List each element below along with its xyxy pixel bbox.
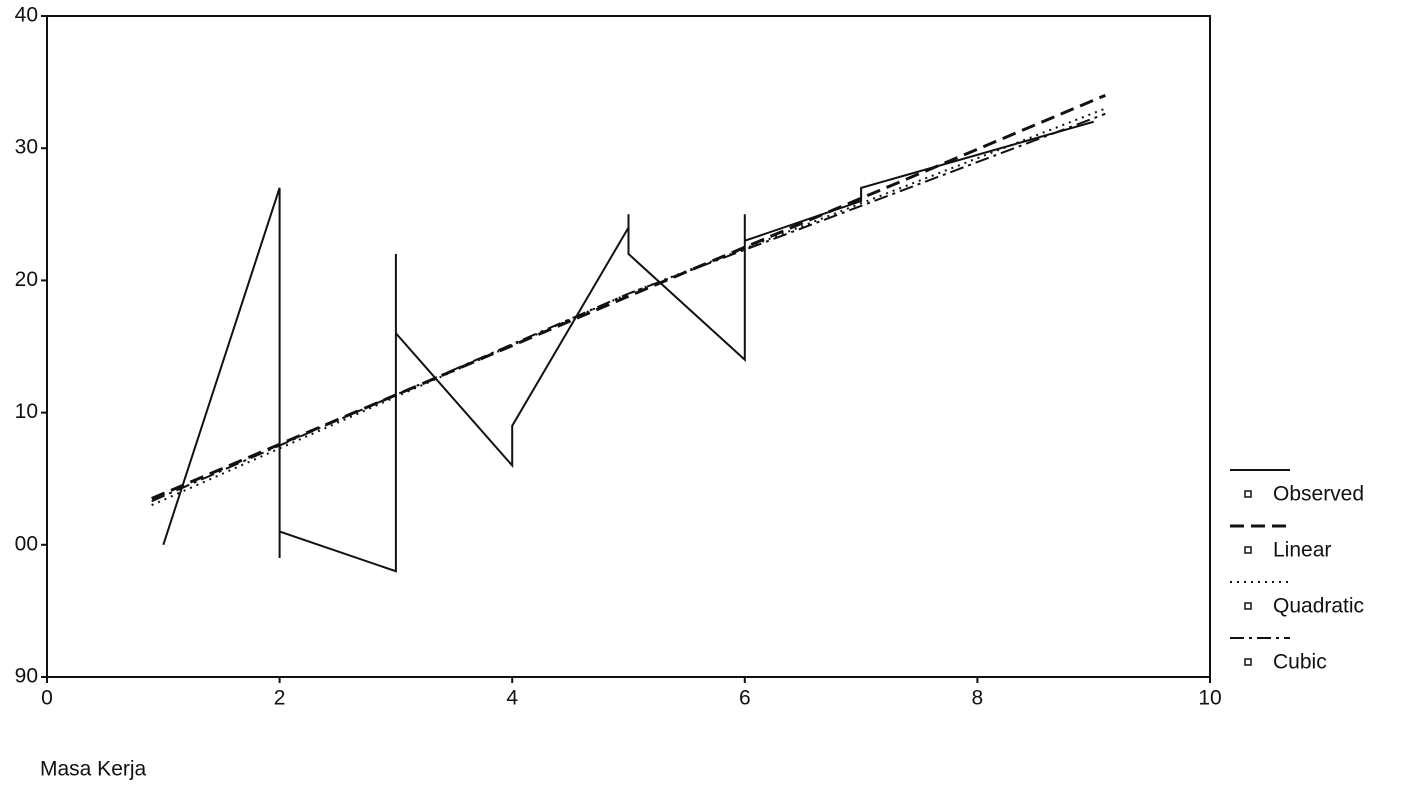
y-tick-label: 40 — [15, 4, 38, 27]
x-tick-label: 8 — [972, 687, 984, 710]
legend-marker — [1244, 658, 1252, 666]
series-line — [162, 120, 1094, 573]
legend-marker — [1244, 546, 1252, 554]
legend-label: Observed — [1273, 483, 1364, 506]
legend-label: Quadratic — [1273, 595, 1364, 618]
x-tick-label: 2 — [274, 687, 286, 710]
x-tick-label: 6 — [739, 687, 751, 710]
series-line — [151, 112, 1106, 503]
legend-label: Cubic — [1273, 651, 1327, 674]
y-tick-label: 10 — [15, 400, 38, 423]
plot-frame — [46, 15, 1211, 678]
y-tick-label: 00 — [15, 532, 38, 555]
y-tick-label: 30 — [15, 136, 38, 159]
y-tick-label: 20 — [15, 268, 38, 291]
x-axis-label: Masa Kerja — [40, 758, 147, 781]
x-tick-label: 10 — [1198, 687, 1221, 710]
y-tick-label: 90 — [15, 665, 38, 688]
legend-marker — [1244, 490, 1252, 498]
legend-label: Linear — [1273, 539, 1331, 562]
x-tick-label: 4 — [506, 687, 518, 710]
legend-marker — [1244, 602, 1252, 610]
x-tick-label: 0 — [41, 687, 53, 710]
series-line — [151, 107, 1106, 507]
